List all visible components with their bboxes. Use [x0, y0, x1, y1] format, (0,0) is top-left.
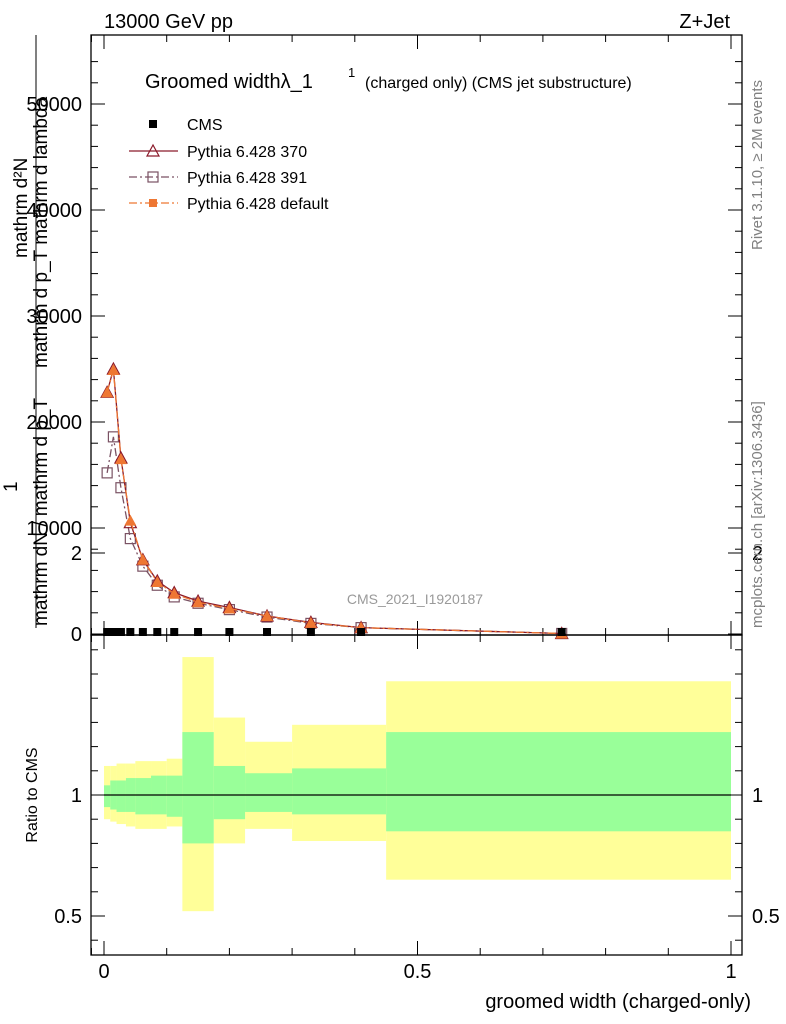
main-y-tick-label: 20000 — [26, 412, 82, 434]
series-cms — [103, 628, 566, 636]
legend-item: Pythia 6.428 391 — [129, 170, 307, 187]
data-point — [107, 364, 120, 376]
data-point — [103, 628, 112, 636]
data-point — [168, 587, 181, 599]
ratio-y-ticks: 0.5 0.5 1 1 2 2 — [54, 543, 780, 941]
main-y-axis-label: mathrm dN / mathrm d p_T 1 mathrm d²N ma… — [1, 35, 52, 628]
x-axis-label: groomed width (charged-only) — [485, 991, 751, 1013]
main-y-ticks: 0 10000 20000 30000 40000 50000 — [26, 61, 742, 646]
rivet-version-label: Rivet 3.1.10, ≥ 2M events — [749, 80, 766, 250]
data-point — [115, 482, 127, 494]
data-point — [116, 628, 125, 636]
main-y-tick-label: 30000 — [26, 306, 82, 328]
x-tick-label: 0 — [98, 961, 109, 983]
legend-marker — [149, 199, 157, 207]
data-point — [306, 628, 315, 636]
title-suffix: (charged only) (CMS jet substructure) — [365, 75, 632, 92]
series-line — [106, 436, 562, 635]
main-y-tick-label: 50000 — [26, 94, 82, 116]
data-point — [223, 602, 236, 614]
header-right: Z+Jet — [679, 11, 730, 33]
data-point — [101, 386, 114, 398]
ratio-y-axis-label: Ratio to CMS — [24, 747, 41, 842]
title-main: Groomed widthλ_1 — [145, 71, 313, 93]
main-y-tick-label: 0 — [71, 624, 82, 646]
legend: CMS Pythia 6.428 370 Pythia 6.428 391 Pythi… — [129, 117, 329, 213]
stat-band-bin — [166, 775, 183, 817]
data-point — [194, 628, 203, 636]
legend-marker — [145, 143, 161, 157]
data-point — [109, 628, 118, 636]
legend-item: CMS — [149, 117, 223, 134]
stat-band-bin — [135, 778, 152, 815]
stat-band-bin — [104, 785, 111, 808]
ylabel-one: 1 — [1, 481, 22, 492]
x-tick-label: 0.5 — [404, 961, 432, 983]
data-point — [124, 514, 137, 526]
ratio-x-ticks: 0 0.5 1 — [90, 635, 737, 983]
header-left: 13000 GeV pp — [104, 11, 233, 33]
legend-item: Pythia 6.428 default — [129, 196, 329, 213]
ratio-y-tick-label-right: 1 — [752, 785, 763, 807]
stat-band-bin — [213, 765, 246, 820]
main-y-tick-label: 40000 — [26, 200, 82, 222]
data-point — [153, 628, 162, 636]
data-point — [136, 553, 149, 565]
ratio-y-tick-label: 0.5 — [54, 906, 82, 928]
data-point — [261, 609, 274, 621]
data-point — [170, 628, 179, 636]
legend-marker — [149, 120, 157, 128]
ylabel-numerator: mathrm d²N — [11, 158, 32, 258]
ratio-y-tick-label: 1 — [71, 785, 82, 807]
main-y-tick-label: 10000 — [26, 518, 82, 540]
data-point — [357, 628, 366, 636]
mcplots-reference-label: mcplots.cern.ch [arXiv:1306.3436] — [749, 401, 766, 628]
title-superscript: 1 — [348, 65, 355, 80]
ylabel-numerator-subscript: mathrm d p_T mathrm d lambda — [31, 97, 52, 368]
ylabel-denominator: mathrm dN / mathrm d p_T — [31, 398, 52, 626]
data-point — [304, 616, 317, 628]
data-point — [192, 596, 205, 608]
data-point — [126, 628, 135, 636]
data-point — [101, 467, 113, 479]
stat-band-bin — [116, 780, 126, 812]
legend-item: Pythia 6.428 370 — [129, 143, 307, 161]
legend-label: Pythia 6.428 391 — [187, 170, 307, 187]
data-point — [138, 628, 147, 636]
ratio-bands — [104, 657, 731, 912]
data-point — [107, 431, 120, 443]
legend-label: Pythia 6.428 default — [187, 196, 329, 213]
legend-label: Pythia 6.428 370 — [187, 144, 307, 161]
series-layer — [100, 361, 569, 640]
ratio-y-tick-label-right: 0.5 — [752, 906, 780, 928]
stat-band-bin — [182, 732, 214, 844]
plot-title: Groomed widthλ_1 1 (charged only) (CMS j… — [145, 65, 632, 93]
x-tick-label: 1 — [725, 961, 736, 983]
ratio-y-tick-label-right: 2 — [752, 543, 763, 565]
data-point — [557, 628, 566, 636]
series-pythia-6-428-391 — [101, 431, 568, 640]
ratio-y-tick-label: 2 — [71, 543, 82, 565]
series-pythia-6-428-default — [101, 364, 568, 639]
analysis-watermark: CMS_2021_I1920187 — [347, 591, 483, 607]
stat-band-bin — [386, 732, 731, 832]
data-point — [225, 628, 234, 636]
data-point — [263, 628, 272, 636]
legend-marker — [147, 171, 159, 183]
data-point — [114, 453, 127, 465]
stat-band-bin — [245, 773, 293, 812]
data-point — [151, 576, 164, 588]
stat-band-bin — [292, 768, 387, 815]
legend-label: CMS — [187, 117, 223, 134]
